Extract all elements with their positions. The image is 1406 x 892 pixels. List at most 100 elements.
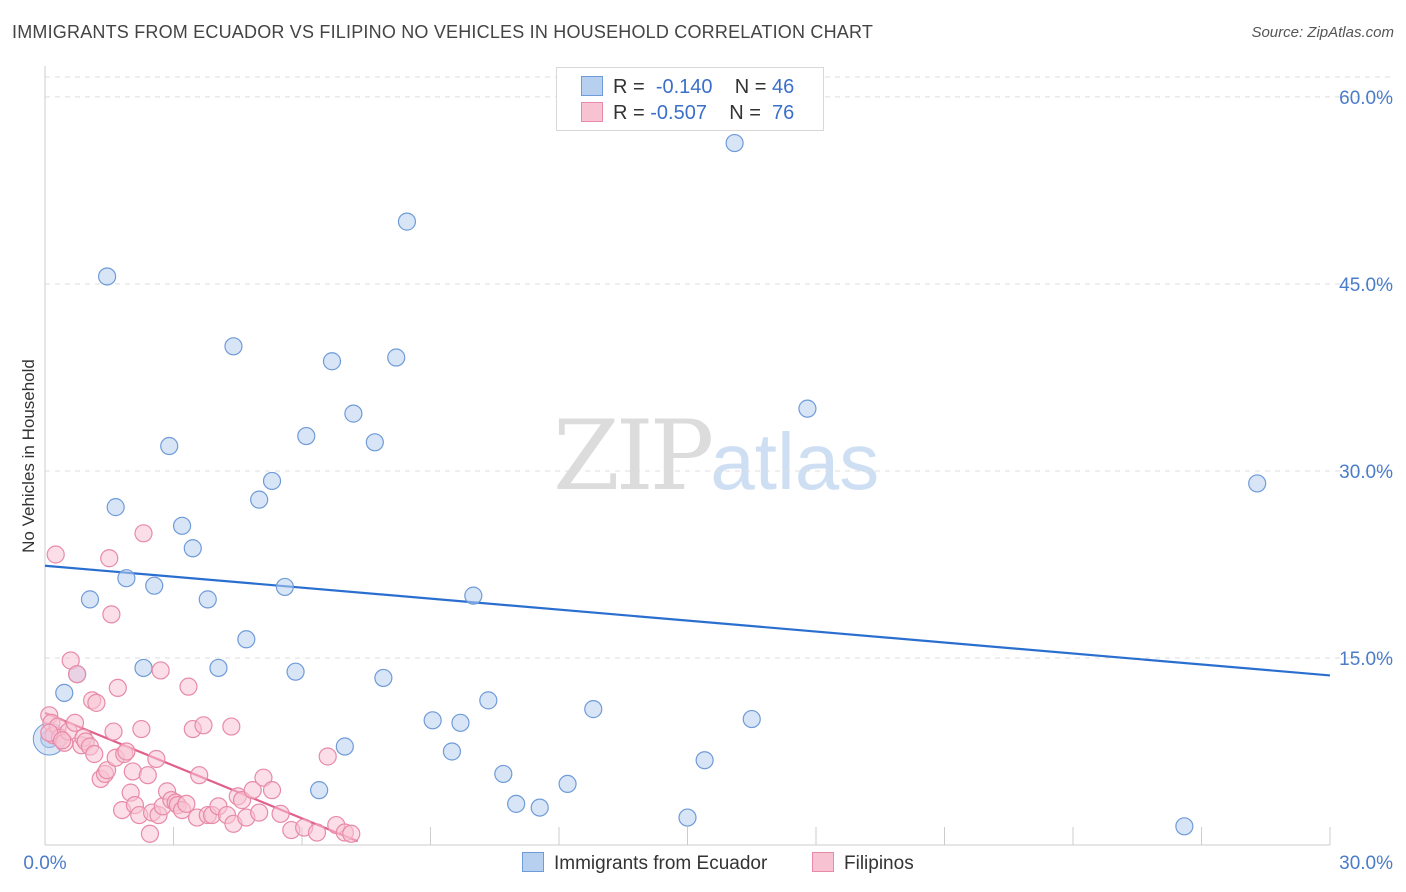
ecuador-point xyxy=(442,742,462,761)
legend-row-ecuador: R = -0.140 N = 46 xyxy=(581,76,794,100)
ecuador-point xyxy=(145,576,164,595)
bottom-legend-label-ecuador: Immigrants from Ecuador xyxy=(554,853,768,874)
filipino-point xyxy=(138,766,157,785)
filipino-point xyxy=(222,717,241,736)
ecuador-point xyxy=(322,352,342,371)
filipino-point xyxy=(243,781,262,800)
x-tick-label: 0.0% xyxy=(23,853,66,874)
ecuador-point xyxy=(397,212,417,231)
ecuador-point xyxy=(106,498,125,517)
watermark-zip: ZIP xyxy=(553,400,714,512)
watermark-atlas: atlas xyxy=(710,417,880,506)
filipino-point xyxy=(271,804,290,823)
correlation-legend: R = -0.140 N = 46 R = -0.507 N = 76 xyxy=(556,67,824,131)
ecuador-point xyxy=(507,794,526,813)
ecuador-point xyxy=(365,433,384,452)
series-filipino-points xyxy=(40,524,361,843)
ecuador-point xyxy=(725,133,744,153)
legend-n-label: N = xyxy=(729,102,761,124)
ecuador-point xyxy=(224,337,243,356)
bottom-legend-filipino: Filipinos xyxy=(812,852,914,875)
filipino-point xyxy=(53,731,72,750)
ecuador-point xyxy=(297,426,316,446)
y-tick-label: 45.0% xyxy=(1339,275,1393,296)
series-ecuador-points xyxy=(32,133,1267,836)
ecuador-point xyxy=(209,658,228,678)
filipino-point xyxy=(254,768,273,787)
legend-swatch-filipino xyxy=(581,102,603,122)
ecuador-point xyxy=(250,490,269,509)
ecuador-point xyxy=(494,764,513,784)
ecuador-point xyxy=(275,577,294,597)
filipino-point xyxy=(104,722,123,741)
filipino-point xyxy=(140,824,160,843)
ecuador-point xyxy=(160,436,179,456)
ecuador-point xyxy=(344,404,363,423)
filipino-point xyxy=(342,824,361,843)
ecuador-point xyxy=(451,713,470,732)
ecuador-point xyxy=(678,808,697,827)
filipino-point xyxy=(100,549,119,568)
ecuador-point xyxy=(262,471,282,491)
tick-labels: 15.0% 30.0% 45.0% 60.0% 0.0% 30.0% xyxy=(23,88,1393,874)
y-axis-label: No Vehicles in Household xyxy=(19,359,38,553)
filipino-point xyxy=(68,665,87,684)
ecuador-point xyxy=(1175,817,1194,836)
x-tick-label: 30.0% xyxy=(1339,853,1393,874)
filipino-point xyxy=(46,545,65,564)
ecuador-point xyxy=(530,798,549,817)
gridlines xyxy=(45,76,1395,659)
filipino-point xyxy=(307,823,327,842)
ecuador-point xyxy=(742,709,761,729)
legend-n-label: N = xyxy=(734,76,767,98)
filipino-point xyxy=(147,749,166,769)
ecuador-point xyxy=(286,662,305,681)
source-credit: Source: ZipAtlas.com xyxy=(1251,24,1394,41)
y-tick-label: 15.0% xyxy=(1339,649,1393,670)
bottom-legend-swatch-filipino xyxy=(812,852,834,872)
ecuador-point xyxy=(80,590,100,609)
filipino-point xyxy=(102,605,121,624)
filipino-point xyxy=(151,661,170,680)
ecuador-point xyxy=(237,630,256,649)
legend-r-value-ecuador: -0.140 xyxy=(655,76,713,98)
ecuador-point xyxy=(798,399,817,418)
ecuador-point xyxy=(464,586,483,605)
legend-r-label: R = xyxy=(613,76,645,98)
filipino-point xyxy=(262,781,282,800)
filipino-point xyxy=(65,713,85,732)
filipino-point xyxy=(190,766,209,785)
filipino-point xyxy=(123,762,142,781)
ecuador-point xyxy=(387,348,406,367)
legend-r-value-filipino: -0.507 xyxy=(650,102,707,124)
watermark: ZIPatlas xyxy=(553,400,879,512)
legend-n-value-ecuador: 46 xyxy=(772,76,795,98)
filipino-point xyxy=(85,744,104,764)
bottom-legend-ecuador: Immigrants from Ecuador xyxy=(522,852,767,875)
ecuador-point xyxy=(183,539,202,558)
filipino-point xyxy=(179,677,198,696)
filipino-point xyxy=(132,719,151,739)
legend-row-filipino: R = -0.507 N = 76 xyxy=(581,102,794,126)
bottom-legend-swatch-ecuador xyxy=(522,852,544,872)
ecuador-point xyxy=(335,737,354,756)
filipino-point xyxy=(108,678,127,698)
filipino-point xyxy=(250,803,269,822)
filipino-point xyxy=(194,716,213,735)
ecuador-point xyxy=(423,711,442,730)
legend-r-label: R = xyxy=(613,102,645,124)
filipino-point xyxy=(134,524,153,543)
legend-swatch-ecuador xyxy=(581,76,603,96)
ecuador-point xyxy=(134,658,153,678)
ecuador-point xyxy=(198,590,217,609)
ecuador-point xyxy=(172,516,192,535)
ecuador-point xyxy=(98,267,117,286)
bottom-legend-label-filipino: Filipinos xyxy=(844,853,914,874)
legend-n-value-filipino: 76 xyxy=(772,102,795,124)
chart-title: IMMIGRANTS FROM ECUADOR VS FILIPINO NO V… xyxy=(12,22,874,42)
filipino-point xyxy=(117,742,136,761)
ecuador-point xyxy=(1248,474,1267,493)
filipino-point xyxy=(177,794,196,813)
ecuador-point xyxy=(310,781,329,800)
